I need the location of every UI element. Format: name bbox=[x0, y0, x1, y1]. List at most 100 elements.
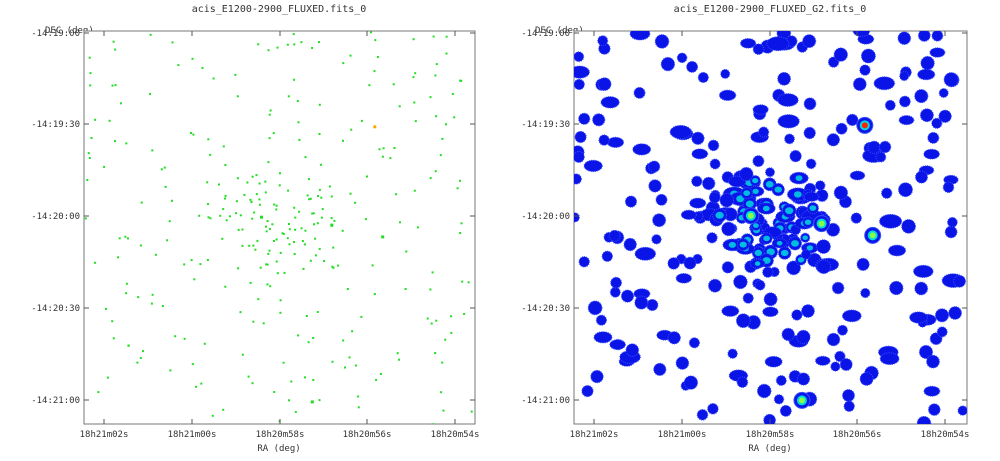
panel-left-image-frame[interactable] bbox=[83, 30, 476, 425]
photon-event bbox=[94, 261, 97, 264]
photon-event bbox=[266, 283, 269, 286]
photon-event bbox=[154, 253, 157, 256]
smoothed-source bbox=[721, 221, 736, 237]
smoothed-source bbox=[918, 344, 934, 360]
photon-event bbox=[341, 229, 344, 232]
photon-event bbox=[467, 281, 470, 284]
photon-event bbox=[86, 179, 89, 181]
photon-event bbox=[450, 331, 453, 334]
source-core bbox=[797, 257, 805, 263]
smoothed-source bbox=[735, 313, 751, 329]
smoothed-source bbox=[931, 117, 943, 129]
photon-event bbox=[224, 164, 227, 166]
photon-event bbox=[279, 251, 282, 254]
photon-event bbox=[416, 226, 419, 229]
smoothed-source bbox=[833, 47, 848, 62]
smoothed-source bbox=[720, 68, 731, 79]
y-tick-label: -14:20:30 bbox=[521, 304, 570, 314]
photon-event bbox=[114, 48, 117, 51]
photon-event bbox=[239, 214, 242, 217]
photon-event bbox=[255, 193, 258, 196]
photon-event bbox=[88, 157, 91, 159]
photon-event bbox=[302, 267, 305, 270]
photon-event bbox=[268, 137, 271, 140]
smoothed-source bbox=[887, 244, 907, 257]
smoothed-source bbox=[721, 305, 740, 317]
photon-event bbox=[351, 330, 354, 333]
smoothed-source bbox=[583, 159, 603, 173]
photon-event bbox=[163, 166, 166, 169]
source-core bbox=[776, 241, 783, 246]
photon-event bbox=[89, 72, 92, 75]
source-core bbox=[743, 190, 751, 197]
photon-event bbox=[293, 253, 296, 255]
smoothed-source bbox=[942, 181, 955, 194]
photon-event bbox=[218, 183, 220, 186]
photon-event bbox=[150, 302, 153, 305]
smoothed-source bbox=[609, 339, 626, 351]
photon-event bbox=[140, 201, 143, 204]
photon-event bbox=[321, 208, 324, 211]
smoothed-source bbox=[857, 33, 875, 45]
photon-event bbox=[399, 221, 401, 224]
photon-event bbox=[434, 74, 437, 77]
smoothed-source bbox=[791, 309, 803, 321]
smoothed-source bbox=[913, 264, 934, 278]
photon-event bbox=[84, 217, 87, 220]
photon-event bbox=[246, 181, 249, 184]
photon-event bbox=[275, 238, 278, 241]
photon-event bbox=[431, 271, 434, 274]
photon-event bbox=[209, 217, 212, 220]
smoothed-source bbox=[742, 292, 754, 304]
bright-event bbox=[260, 215, 263, 219]
photon-event bbox=[251, 382, 254, 385]
photon-event bbox=[348, 356, 351, 359]
smoothed-source bbox=[686, 60, 699, 73]
photon-event bbox=[342, 62, 345, 65]
smoothed-source bbox=[606, 136, 625, 148]
smoothed-source bbox=[943, 72, 959, 88]
photon-event bbox=[149, 33, 152, 36]
photon-event bbox=[288, 399, 290, 402]
smoothed-source bbox=[590, 369, 604, 384]
photon-event bbox=[304, 156, 307, 159]
photon-event bbox=[239, 311, 242, 314]
photon-event bbox=[316, 222, 319, 225]
photon-event bbox=[453, 116, 456, 119]
photon-event bbox=[224, 285, 227, 288]
source-core bbox=[765, 181, 774, 188]
photon-event bbox=[139, 357, 142, 359]
photon-event bbox=[257, 298, 260, 301]
photon-event bbox=[224, 197, 226, 200]
photon-event bbox=[199, 263, 202, 266]
photon-event bbox=[379, 373, 382, 375]
smoothed-source bbox=[707, 139, 720, 152]
photon-event bbox=[267, 161, 270, 164]
photon-event bbox=[392, 83, 395, 86]
smoothed-source bbox=[683, 375, 699, 390]
smoothed-source bbox=[837, 324, 848, 336]
x-tick-label: 18h21m00s bbox=[658, 430, 707, 440]
x-tick-label: 18h20m54s bbox=[431, 430, 480, 440]
smoothed-source bbox=[625, 343, 640, 357]
photon-event bbox=[413, 189, 416, 192]
smoothed-source bbox=[878, 140, 892, 154]
smoothed-source bbox=[927, 131, 940, 144]
smoothed-source bbox=[598, 134, 610, 146]
smoothed-source bbox=[718, 89, 737, 102]
smoothed-source bbox=[938, 109, 952, 124]
smoothed-source bbox=[841, 309, 862, 323]
source-core bbox=[791, 240, 799, 247]
photon-event bbox=[429, 96, 432, 99]
photon-event bbox=[357, 395, 360, 398]
bright-event bbox=[310, 400, 314, 404]
photon-event bbox=[211, 414, 214, 417]
smoothed-source bbox=[875, 151, 887, 163]
photon-event bbox=[125, 292, 128, 295]
photon-event bbox=[332, 246, 335, 249]
smoothed-source bbox=[953, 274, 966, 288]
photon-event bbox=[89, 84, 92, 87]
y-tick-label: -14:19:00 bbox=[31, 29, 80, 39]
smoothed-source bbox=[777, 93, 799, 107]
photon-event bbox=[461, 280, 464, 283]
